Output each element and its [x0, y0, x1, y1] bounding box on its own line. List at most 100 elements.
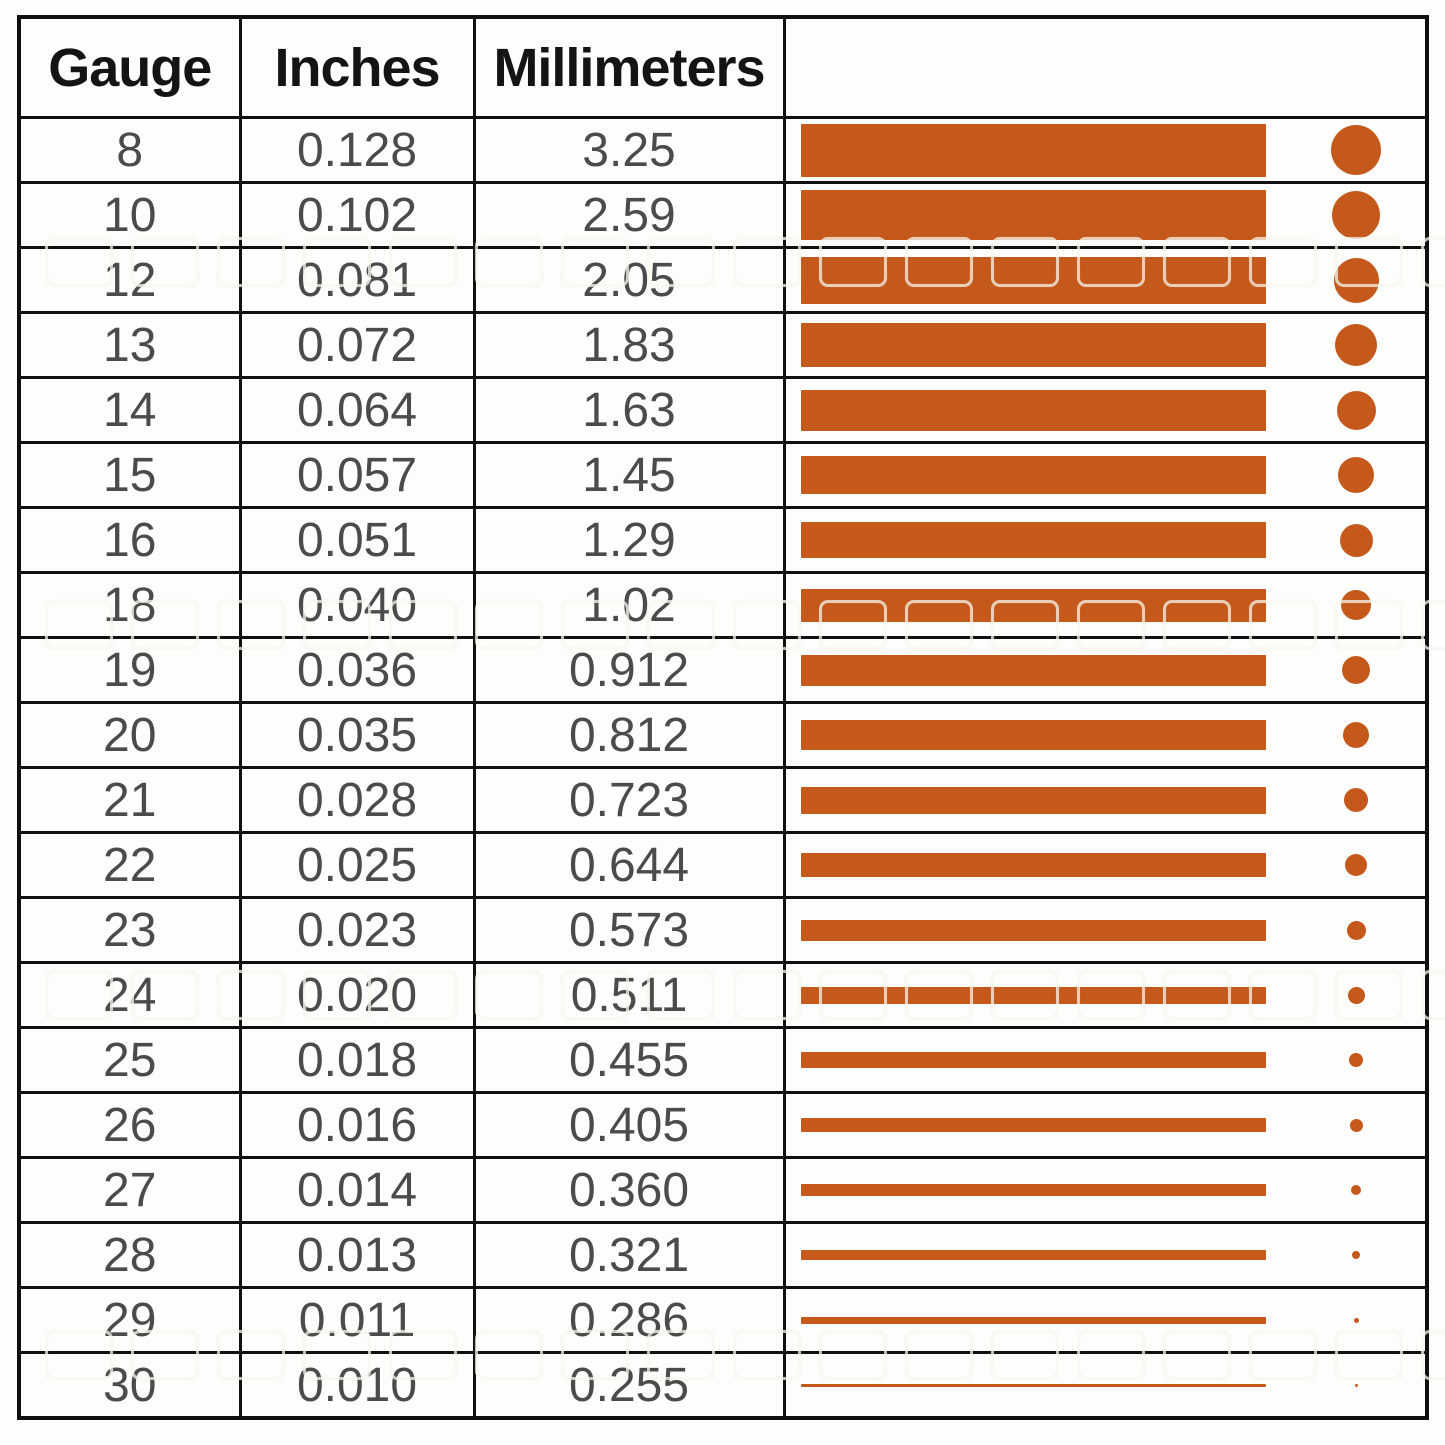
- header-inches: Inches: [238, 15, 476, 119]
- wire-diameter-dot: [1331, 125, 1382, 175]
- wire-thickness-bar: [800, 654, 1266, 686]
- inches-cell: 0.020: [238, 961, 476, 1029]
- wire-diameter-dot: [1347, 986, 1365, 1004]
- header-millimeters: Millimeters: [472, 15, 786, 119]
- gauge-cell: 14: [17, 376, 242, 444]
- wire-thickness-bar: [800, 720, 1266, 750]
- wire-thickness-bar: [800, 1316, 1266, 1324]
- inches-cell: 0.051: [238, 506, 476, 574]
- wire-dot-slot: [1266, 854, 1425, 876]
- millimeters-cell: 0.455: [472, 1026, 786, 1094]
- gauge-cell: 20: [17, 701, 242, 769]
- gauge-cell: 28: [17, 1221, 242, 1289]
- wire-dot-slot: [1266, 1053, 1425, 1067]
- gauge-cell: 25: [17, 1026, 242, 1094]
- gauge-cell: 21: [17, 766, 242, 834]
- wire-diameter-dot: [1354, 1383, 1358, 1387]
- wire-diameter-dot: [1338, 457, 1375, 493]
- millimeters-cell: 0.723: [472, 766, 786, 834]
- wire-visual-cell: [782, 311, 1429, 379]
- wire-visual-cell: [782, 246, 1429, 314]
- wire-dot-slot: [1266, 788, 1425, 812]
- wire-thickness-bar: [800, 323, 1266, 367]
- wire-visual-cell: [782, 116, 1429, 184]
- gauge-cell: 15: [17, 441, 242, 509]
- wire-visual-cell: [782, 896, 1429, 964]
- gauge-cell: 27: [17, 1156, 242, 1224]
- wire-dot-slot: [1266, 457, 1425, 493]
- inches-cell: 0.013: [238, 1221, 476, 1289]
- wire-dot-slot: [1266, 920, 1425, 940]
- wire-diameter-dot: [1345, 854, 1368, 876]
- millimeters-cell: 2.05: [472, 246, 786, 314]
- inches-cell: 0.028: [238, 766, 476, 834]
- table-row: 14 0.064 1.63: [17, 376, 1429, 444]
- millimeters-cell: 0.644: [472, 831, 786, 899]
- table-row: 13 0.072 1.83: [17, 311, 1429, 379]
- millimeters-cell: 0.321: [472, 1221, 786, 1289]
- wire-diameter-dot: [1349, 1118, 1363, 1132]
- inches-cell: 0.072: [238, 311, 476, 379]
- wire-dot-slot: [1266, 390, 1425, 430]
- inches-cell: 0.010: [238, 1351, 476, 1420]
- wire-thickness-bar: [800, 588, 1266, 622]
- wire-dot-slot: [1266, 324, 1425, 366]
- millimeters-cell: 1.83: [472, 311, 786, 379]
- wire-diameter-dot: [1351, 1185, 1362, 1195]
- inches-cell: 0.081: [238, 246, 476, 314]
- wire-thickness-bar: [800, 389, 1266, 431]
- millimeters-cell: 0.511: [472, 961, 786, 1029]
- wire-dot-slot: [1266, 722, 1425, 748]
- wire-gauge-table: Gauge Inches Millimeters 8 0.128 3.25 10 0.1…: [17, 15, 1429, 1420]
- wire-thickness-bar: [800, 456, 1266, 494]
- wire-visual-cell: [782, 701, 1429, 769]
- wire-dot-slot: [1266, 1185, 1425, 1195]
- wire-dot-slot: [1266, 1251, 1425, 1259]
- table-row: 28 0.013 0.321: [17, 1221, 1429, 1289]
- wire-dot-slot: [1266, 523, 1425, 557]
- table-row: 22 0.025 0.644: [17, 831, 1429, 899]
- wire-diameter-dot: [1339, 523, 1373, 557]
- inches-cell: 0.016: [238, 1091, 476, 1159]
- inches-cell: 0.035: [238, 701, 476, 769]
- wire-visual-cell: [782, 441, 1429, 509]
- wire-dot-slot: [1266, 986, 1425, 1004]
- gauge-cell: 26: [17, 1091, 242, 1159]
- wire-thickness-bar: [800, 1383, 1266, 1387]
- wire-thickness-bar: [800, 256, 1266, 304]
- inches-cell: 0.040: [238, 571, 476, 639]
- inches-cell: 0.036: [238, 636, 476, 704]
- inches-cell: 0.064: [238, 376, 476, 444]
- millimeters-cell: 1.29: [472, 506, 786, 574]
- table-row: 21 0.028 0.723: [17, 766, 1429, 834]
- wire-dot-slot: [1266, 191, 1425, 239]
- wire-thickness-bar: [800, 190, 1266, 240]
- wire-visual-cell: [782, 1351, 1429, 1420]
- wire-visual-cell: [782, 181, 1429, 249]
- wire-visual-cell: [782, 636, 1429, 704]
- inches-cell: 0.057: [238, 441, 476, 509]
- table-row: 29 0.011 0.286: [17, 1286, 1429, 1354]
- table-row: 24 0.020 0.511: [17, 961, 1429, 1029]
- wire-thickness-bar: [800, 786, 1266, 814]
- wire-dot-slot: [1266, 125, 1425, 175]
- table-row: 27 0.014 0.360: [17, 1156, 1429, 1224]
- millimeters-cell: 3.25: [472, 116, 786, 184]
- gauge-cell: 30: [17, 1351, 242, 1420]
- millimeters-cell: 2.59: [472, 181, 786, 249]
- gauge-cell: 8: [17, 116, 242, 184]
- gauge-cell: 29: [17, 1286, 242, 1354]
- wire-thickness-bar: [800, 1184, 1266, 1196]
- wire-dot-slot: [1266, 590, 1425, 620]
- wire-dot-slot: [1266, 1383, 1425, 1387]
- gauge-cell: 24: [17, 961, 242, 1029]
- inches-cell: 0.025: [238, 831, 476, 899]
- header-visual: [782, 15, 1429, 119]
- wire-dot-slot: [1266, 257, 1425, 303]
- inches-cell: 0.128: [238, 116, 476, 184]
- wire-thickness-bar: [800, 986, 1266, 1004]
- wire-diameter-dot: [1342, 656, 1371, 684]
- millimeters-cell: 1.45: [472, 441, 786, 509]
- millimeters-cell: 0.573: [472, 896, 786, 964]
- wire-diameter-dot: [1332, 191, 1381, 239]
